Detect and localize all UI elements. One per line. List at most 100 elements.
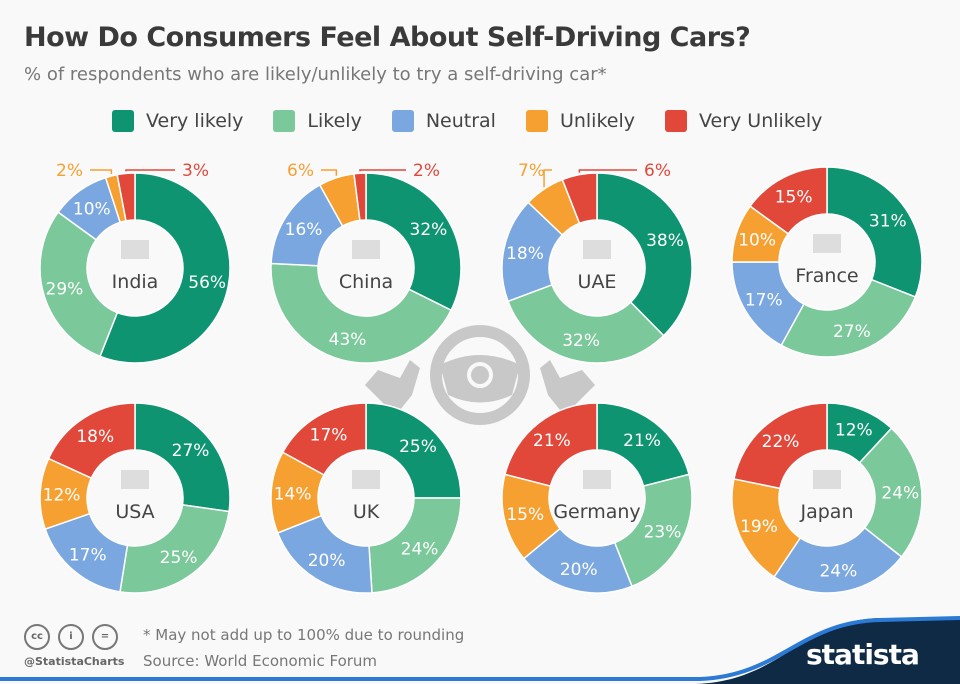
donut-slice [99, 172, 231, 364]
data-label: 12% [43, 486, 81, 506]
donut-slice [504, 402, 598, 487]
data-label: 3% [182, 161, 209, 181]
data-label: 24% [401, 539, 439, 559]
data-label: 12% [835, 421, 873, 441]
data-label: 14% [274, 484, 312, 504]
legend: Very likely Likely Neutral Unlikely Very… [112, 110, 852, 132]
donut-slice [826, 166, 923, 298]
data-label: 18% [76, 427, 114, 447]
donut-slice [39, 211, 119, 358]
data-label: 43% [329, 330, 367, 350]
donut-slice [116, 172, 136, 222]
donut-uk: 25% 24% 20% 14% 17% UK [270, 402, 462, 594]
donut-slice [134, 402, 231, 513]
china-flag-icon [352, 240, 380, 259]
data-label: 16% [285, 220, 323, 240]
data-label: 29% [46, 280, 84, 300]
country-label: UAE [578, 271, 617, 293]
usa-flag-icon [121, 470, 149, 489]
donut-slice [733, 402, 828, 490]
data-label: 25% [160, 548, 198, 568]
legend-swatch [273, 110, 296, 132]
statista-logo: statista [806, 638, 920, 671]
country-label: Germany [553, 501, 640, 523]
uk-flag-icon [352, 470, 380, 489]
data-label: 10% [73, 200, 111, 220]
data-label: 2% [56, 161, 83, 181]
legend-label: Unlikely [559, 110, 635, 132]
data-label: 17% [310, 426, 348, 446]
france-flag-icon [813, 234, 841, 253]
country-label: UK [353, 501, 380, 523]
germany-flag-icon [583, 470, 611, 489]
data-label: 24% [881, 483, 919, 503]
japan-flag-icon [813, 470, 841, 489]
data-label: 18% [506, 244, 544, 264]
data-label: 27% [172, 441, 210, 461]
leader-line [321, 169, 338, 176]
data-label: 24% [819, 562, 857, 582]
data-label: 6% [287, 161, 314, 181]
footnote: * May not add up to 100% due to rounding [143, 626, 465, 644]
source: Source: World Economic Forum [143, 652, 378, 670]
data-label: 7% [518, 161, 545, 181]
footer-accent [0, 616, 960, 681]
leader-line [359, 169, 406, 172]
footer-band [690, 618, 960, 684]
donut-china: 32% 43% 16% 6% 2% China [270, 161, 462, 364]
donut-slice [858, 427, 923, 558]
donut-slice [365, 402, 462, 499]
subtitle: % of respondents who are likely/unlikely… [24, 64, 607, 85]
legend-item: Very Unlikely [665, 110, 822, 132]
data-label: 20% [308, 551, 346, 571]
donut-germany: 21% 23% 20% 15% 21% Germany [501, 402, 693, 594]
data-label: 22% [762, 432, 800, 452]
legend-swatch [665, 110, 687, 132]
data-label: 21% [623, 431, 661, 451]
donut-slice [119, 503, 230, 594]
legend-label: Very Unlikely [699, 110, 823, 132]
country-label: China [339, 271, 393, 293]
data-label: 15% [506, 505, 544, 525]
donut-slice [749, 166, 828, 235]
data-label: 6% [644, 161, 671, 181]
legend-item: Neutral [391, 110, 496, 132]
by-icon: i [58, 624, 84, 650]
donut-japan: 12% 24% 24% 19% 22% Japan [731, 402, 923, 594]
data-label: 27% [833, 322, 871, 342]
donut-slice [270, 262, 453, 364]
legend-item: Very likely [112, 110, 243, 132]
cc-icon: cc [24, 624, 50, 650]
data-label: 17% [69, 545, 107, 565]
india-flag-icon [121, 240, 149, 259]
data-label: 25% [399, 437, 437, 457]
donut-slice [596, 172, 693, 337]
country-label: USA [115, 501, 154, 523]
donut-slice [281, 402, 367, 476]
legend-label: Very likely [146, 110, 244, 132]
legend-swatch [112, 110, 134, 132]
twitter-handle: @StatistaCharts [24, 655, 125, 668]
donut-slice [561, 172, 598, 225]
donut-slice [773, 526, 903, 594]
data-label: 56% [188, 273, 226, 293]
data-label: 38% [646, 231, 684, 251]
legend-item: Unlikely [525, 110, 635, 132]
right-hand-icon [540, 360, 595, 410]
leader-line [90, 169, 113, 174]
nd-icon: = [92, 624, 118, 650]
donut-slice [368, 497, 462, 594]
leader-line [543, 169, 552, 188]
data-label: 21% [533, 431, 571, 451]
data-label: 17% [745, 290, 783, 310]
donut-india: 56% 29% 10% 2% 3% India [39, 161, 231, 364]
country-label: India [112, 271, 159, 293]
left-hand-icon [365, 360, 420, 410]
page-title: How Do Consumers Feel About Self-Driving… [24, 22, 751, 53]
donut-france: 31% 27% 17% 10% 15% France [731, 166, 923, 358]
legend-item: Likely [273, 110, 362, 132]
donut-uae: 38% 32% 18% 7% 6% UAE [501, 161, 693, 364]
legend-swatch [525, 110, 548, 132]
uae-flag-icon [583, 240, 611, 259]
